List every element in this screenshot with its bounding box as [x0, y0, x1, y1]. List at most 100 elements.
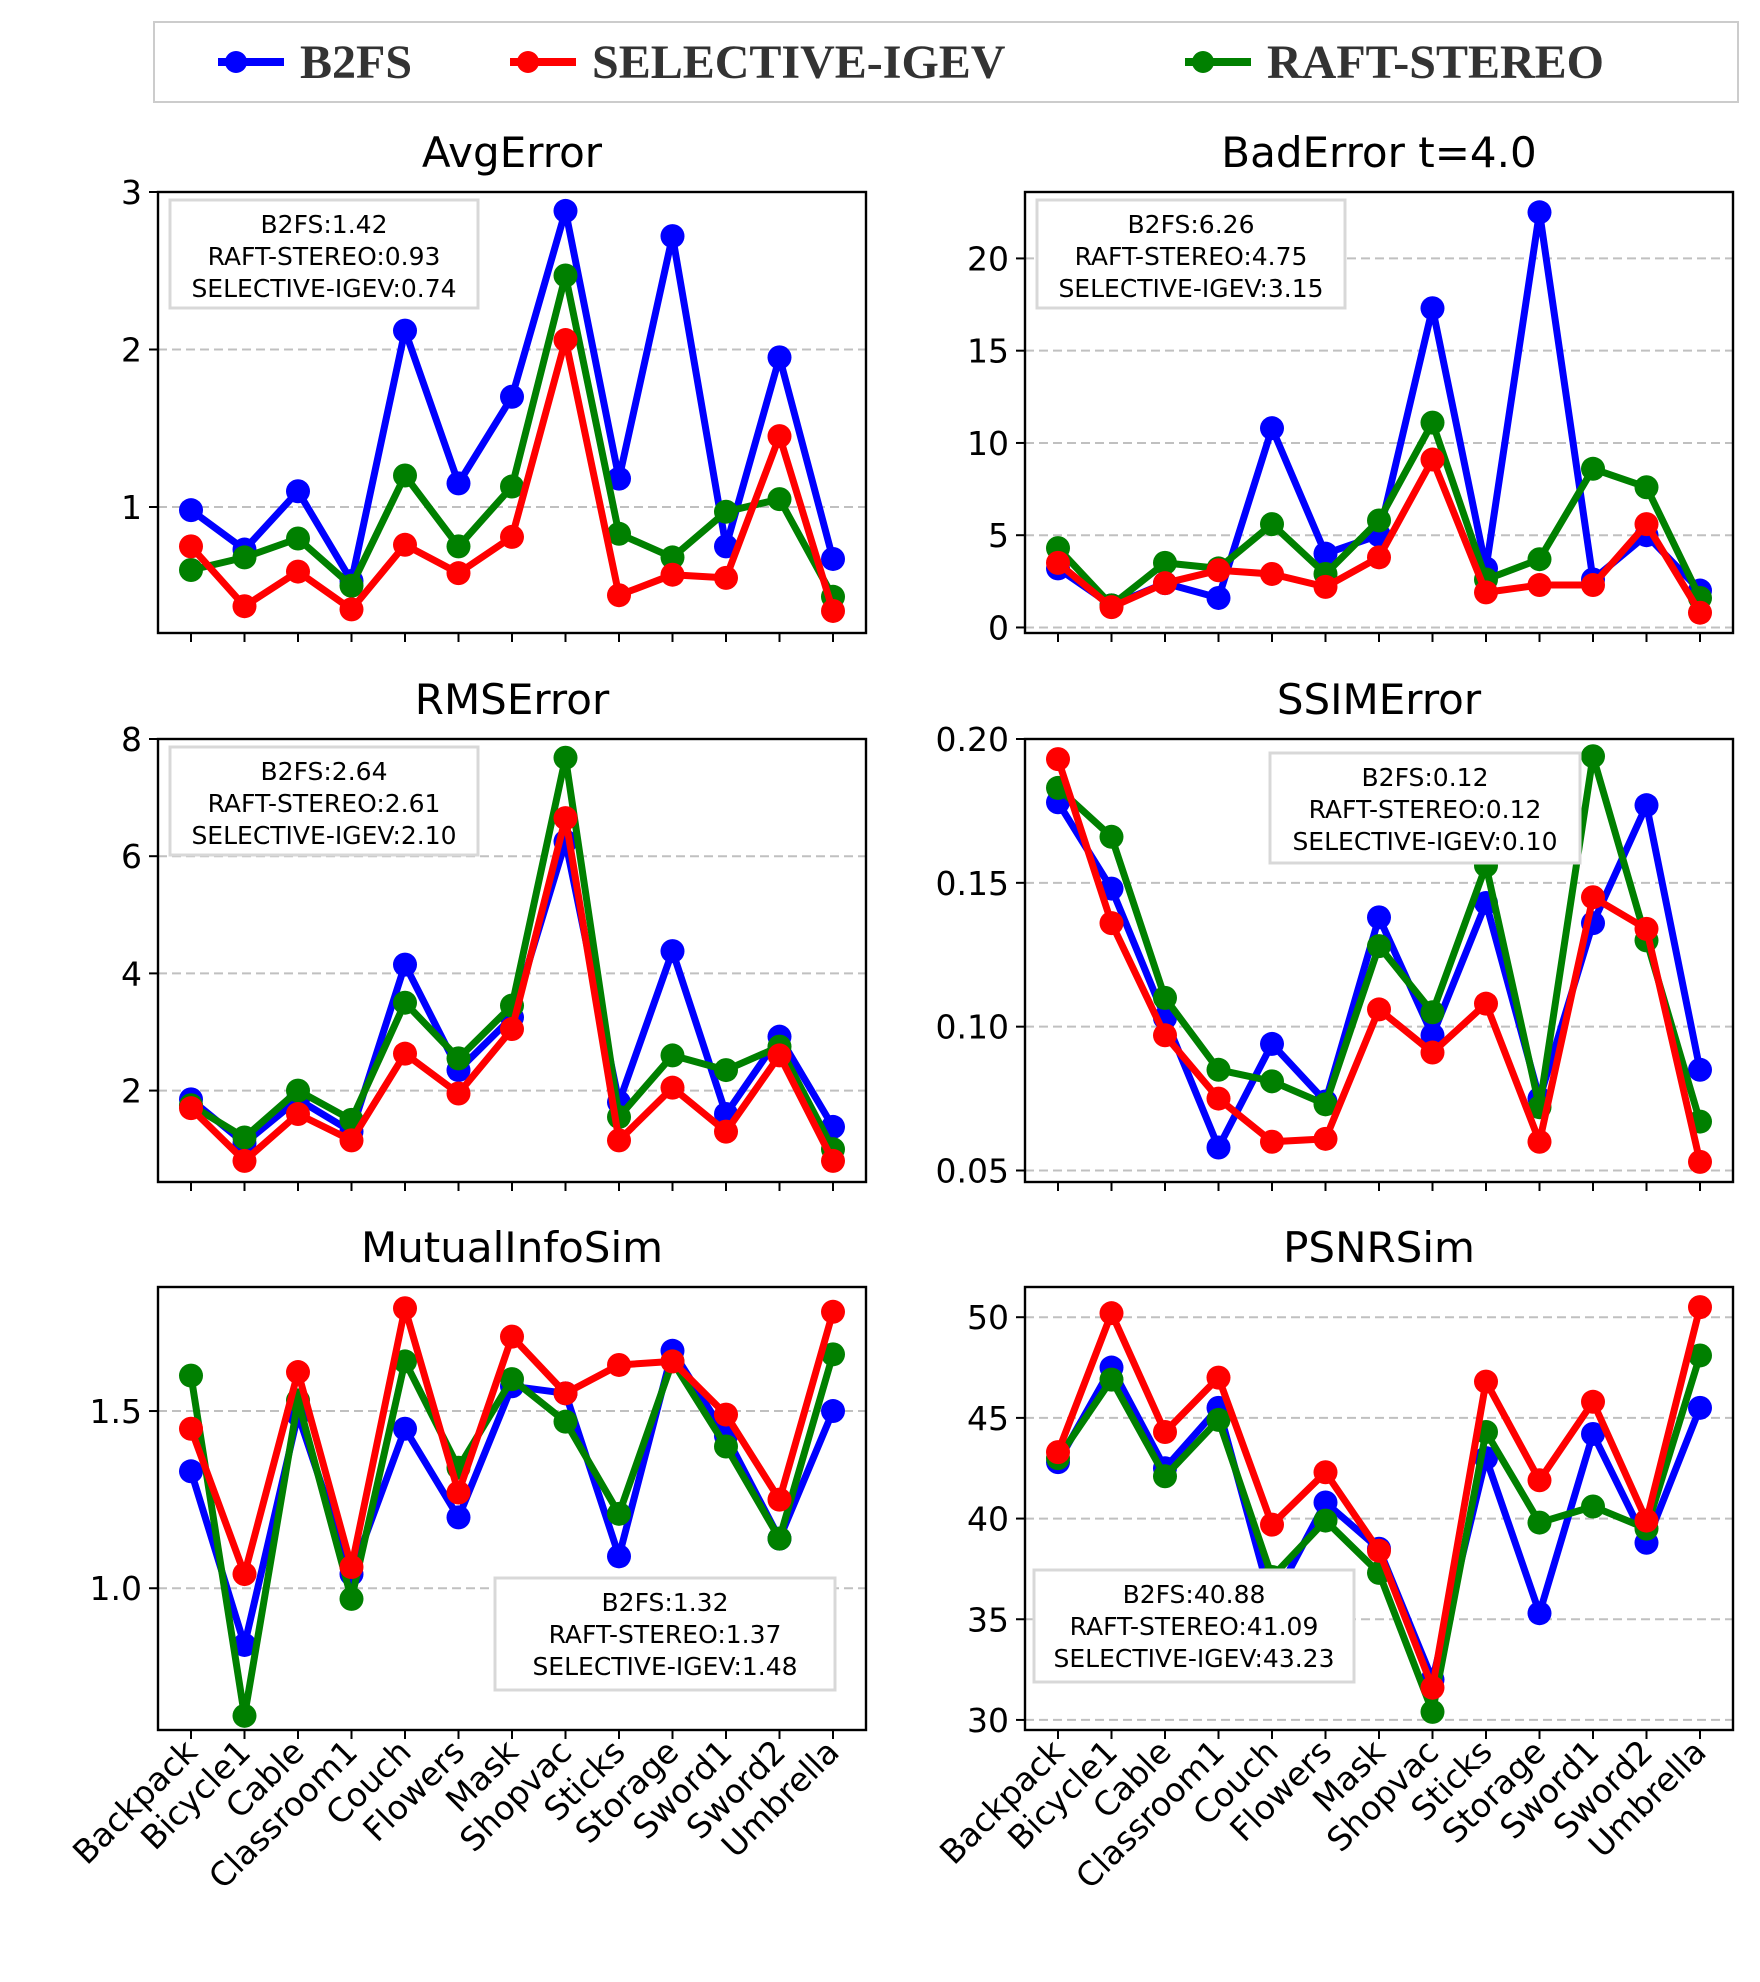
- point-b2fs: [1688, 1395, 1712, 1420]
- point-raft-stereo: [339, 1586, 364, 1611]
- axes-frame: [156, 1285, 868, 1732]
- point-raft-stereo: [660, 545, 685, 570]
- y-tick-label: 0: [988, 608, 1009, 647]
- point-selective-igev: [1206, 558, 1231, 583]
- point-raft-stereo: [1527, 547, 1552, 572]
- y-tick-label: 10: [967, 424, 1009, 463]
- point-selective-igev: [821, 598, 845, 623]
- point-b2fs: [1527, 1601, 1552, 1626]
- point-raft-stereo: [1206, 1407, 1231, 1432]
- axes-frame: [1023, 1285, 1735, 1732]
- point-selective-igev: [1313, 1126, 1338, 1151]
- point-selective-igev: [1581, 1389, 1605, 1414]
- legend-frame: [153, 21, 1739, 103]
- point-raft-stereo: [1206, 1057, 1231, 1082]
- point-selective-igev: [1527, 1468, 1552, 1493]
- summary-line: RAFT-STEREO:0.12: [1309, 795, 1542, 824]
- point-selective-igev: [179, 1416, 203, 1441]
- summary-line: B2FS:6.26: [1128, 210, 1255, 239]
- legend-label-1: SELECTIVE-IGEV: [592, 36, 1006, 89]
- point-selective-igev: [1474, 991, 1498, 1016]
- point-raft-stereo: [1099, 1367, 1124, 1392]
- summary-line: SELECTIVE-IGEV:2.10: [191, 821, 456, 850]
- chart-0: AvgError 1 2 3 B2FS:1.42 RAFT-STEREO:0.93 SELE…: [121, 128, 868, 642]
- point-b2fs: [446, 1505, 471, 1530]
- point-raft-stereo: [393, 463, 417, 488]
- point-raft-stereo: [607, 521, 631, 546]
- summary-line: SELECTIVE-IGEV:43.23: [1053, 1644, 1334, 1673]
- point-selective-igev: [1420, 447, 1445, 472]
- point-selective-igev: [1474, 580, 1498, 605]
- point-selective-igev: [553, 1381, 578, 1406]
- point-b2fs: [821, 546, 845, 571]
- point-b2fs: [1313, 1490, 1338, 1515]
- point-raft-stereo: [286, 1078, 310, 1103]
- chart-title-5: PSNRSim: [1283, 1223, 1475, 1272]
- point-selective-igev: [232, 1562, 257, 1587]
- point-raft-stereo: [179, 1363, 203, 1388]
- point-b2fs: [553, 198, 578, 223]
- point-selective-igev: [821, 1148, 845, 1173]
- y-tick-label: 3: [121, 173, 142, 212]
- summary-line: RAFT-STEREO:1.37: [549, 1620, 782, 1649]
- point-selective-igev: [1313, 1460, 1338, 1485]
- chart-2: RMSError 2 4 6 8 B2FS:2.64 RAFT-STEREO:2.61 SEL…: [121, 675, 868, 1191]
- point-selective-igev: [1634, 1508, 1659, 1533]
- point-raft-stereo: [232, 1703, 257, 1728]
- point-selective-igev: [1581, 885, 1605, 910]
- point-selective-igev: [1099, 911, 1124, 936]
- point-selective-igev: [1206, 1086, 1231, 1111]
- point-raft-stereo: [660, 1043, 685, 1068]
- point-selective-igev: [714, 1119, 738, 1144]
- point-selective-igev: [1420, 1040, 1445, 1065]
- point-selective-igev: [286, 559, 310, 584]
- point-selective-igev: [607, 1128, 631, 1153]
- point-selective-igev: [660, 1075, 685, 1100]
- point-selective-igev: [393, 1296, 417, 1321]
- y-tick-label: 0.15: [936, 864, 1009, 903]
- point-raft-stereo: [232, 545, 257, 570]
- point-selective-igev: [1474, 1369, 1498, 1394]
- point-raft-stereo: [553, 1409, 578, 1434]
- point-selective-igev: [714, 565, 738, 590]
- point-selective-igev: [286, 1102, 310, 1127]
- point-b2fs: [232, 1632, 257, 1657]
- summary-line: B2FS:0.12: [1362, 763, 1489, 792]
- y-tick-label: 30: [967, 1701, 1009, 1740]
- point-selective-igev: [339, 1128, 364, 1153]
- point-selective-igev: [339, 597, 364, 622]
- point-b2fs: [660, 939, 685, 964]
- point-raft-stereo: [1420, 1000, 1445, 1025]
- point-raft-stereo: [553, 263, 578, 288]
- chart-5: PSNRSim3035404550BackpackBicycle1CableCl…: [932, 1223, 1735, 1896]
- point-b2fs: [660, 224, 685, 249]
- point-raft-stereo: [1420, 410, 1445, 435]
- point-selective-igev: [446, 561, 471, 586]
- point-b2fs: [393, 952, 417, 977]
- summary-box: [1032, 1568, 1356, 1684]
- summary-box: [493, 1576, 837, 1692]
- chart-title-3: SSIMError: [1277, 675, 1482, 724]
- summary-box: [168, 745, 480, 857]
- point-selective-igev: [607, 583, 631, 608]
- point-raft-stereo: [1313, 1508, 1338, 1533]
- point-raft-stereo: [714, 1058, 738, 1083]
- point-selective-igev: [767, 1043, 792, 1068]
- summary-line: RAFT-STEREO:0.93: [208, 242, 441, 271]
- point-selective-igev: [1688, 1149, 1712, 1174]
- point-selective-igev: [1260, 1129, 1284, 1154]
- point-raft-stereo: [714, 1434, 738, 1459]
- summary-line: SELECTIVE-IGEV:3.15: [1058, 274, 1323, 303]
- point-raft-stereo: [393, 990, 417, 1015]
- point-raft-stereo: [607, 1501, 631, 1526]
- point-selective-igev: [660, 562, 685, 587]
- point-selective-igev: [767, 1487, 792, 1512]
- point-raft-stereo: [1527, 1510, 1552, 1535]
- axes-frame: [156, 190, 868, 635]
- point-raft-stereo: [767, 487, 792, 512]
- summary-line: B2FS:40.88: [1123, 1580, 1266, 1609]
- point-b2fs: [286, 479, 310, 504]
- y-tick-label: 45: [967, 1399, 1009, 1438]
- point-selective-igev: [1527, 573, 1552, 598]
- point-b2fs: [767, 345, 792, 370]
